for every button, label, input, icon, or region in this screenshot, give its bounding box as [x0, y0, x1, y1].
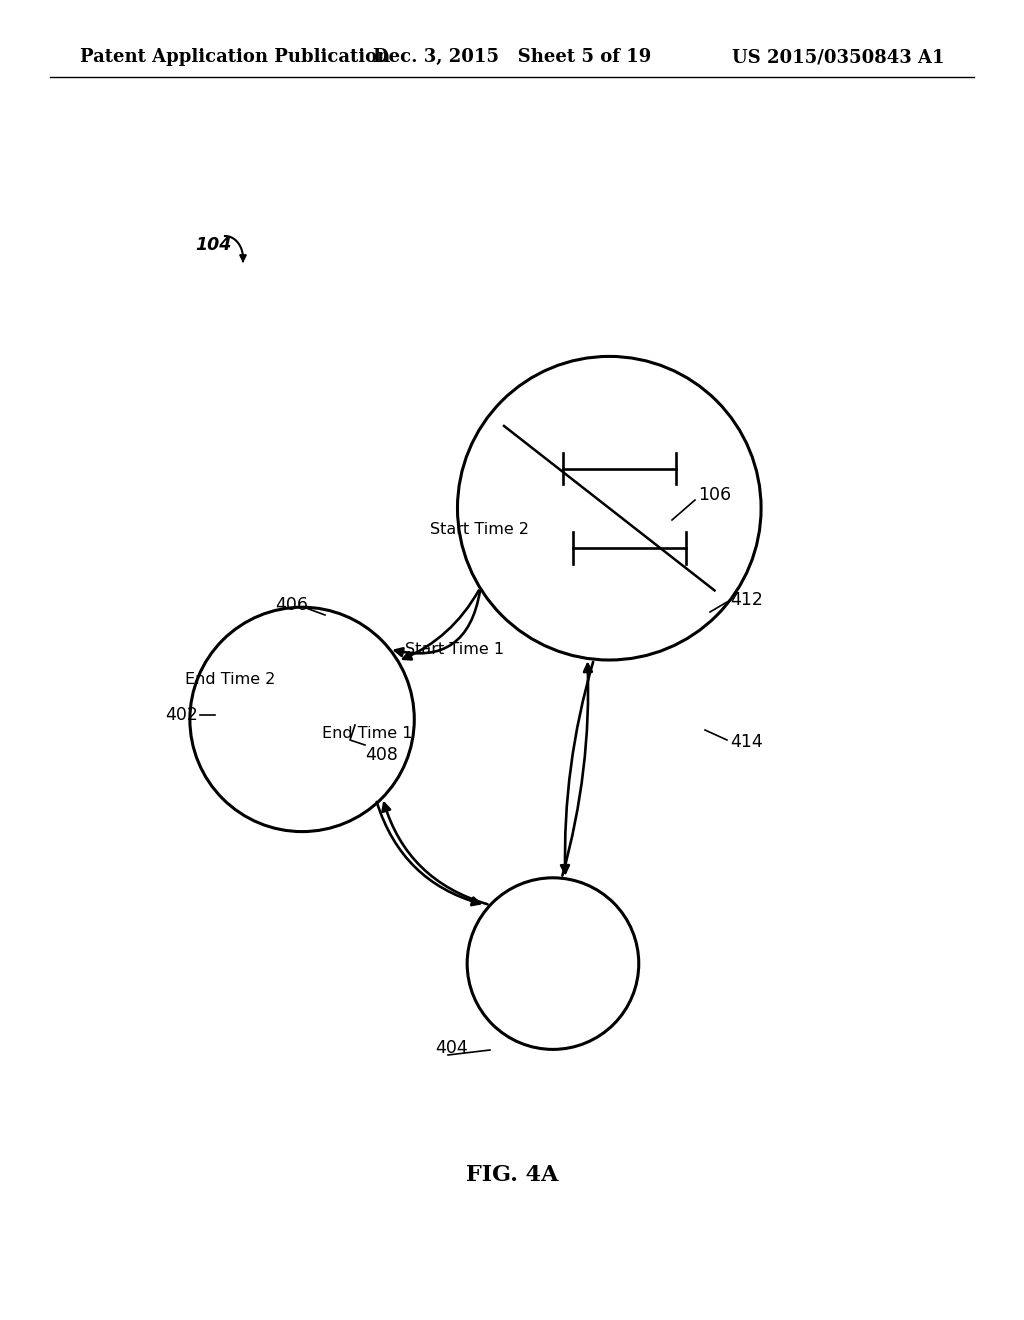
- Circle shape: [189, 607, 415, 832]
- Text: End Time 1: End Time 1: [322, 726, 413, 741]
- Text: US 2015/0350843 A1: US 2015/0350843 A1: [731, 48, 944, 66]
- Text: Dec. 3, 2015   Sheet 5 of 19: Dec. 3, 2015 Sheet 5 of 19: [373, 48, 651, 66]
- Text: 402: 402: [165, 706, 198, 723]
- Circle shape: [467, 878, 639, 1049]
- Text: 104: 104: [195, 236, 231, 253]
- Text: 106: 106: [698, 486, 731, 504]
- Text: Start Time 2: Start Time 2: [430, 523, 529, 537]
- Text: Patent Application Publication: Patent Application Publication: [80, 48, 390, 66]
- Text: 412: 412: [730, 591, 763, 609]
- Text: 408: 408: [365, 746, 398, 764]
- Text: 414: 414: [730, 733, 763, 751]
- Text: 406: 406: [275, 597, 308, 614]
- Text: FIG. 4A: FIG. 4A: [466, 1164, 558, 1185]
- Circle shape: [458, 356, 761, 660]
- Text: Start Time 1: Start Time 1: [406, 643, 505, 657]
- Text: End Time 2: End Time 2: [184, 672, 275, 688]
- Text: 404: 404: [435, 1039, 468, 1057]
